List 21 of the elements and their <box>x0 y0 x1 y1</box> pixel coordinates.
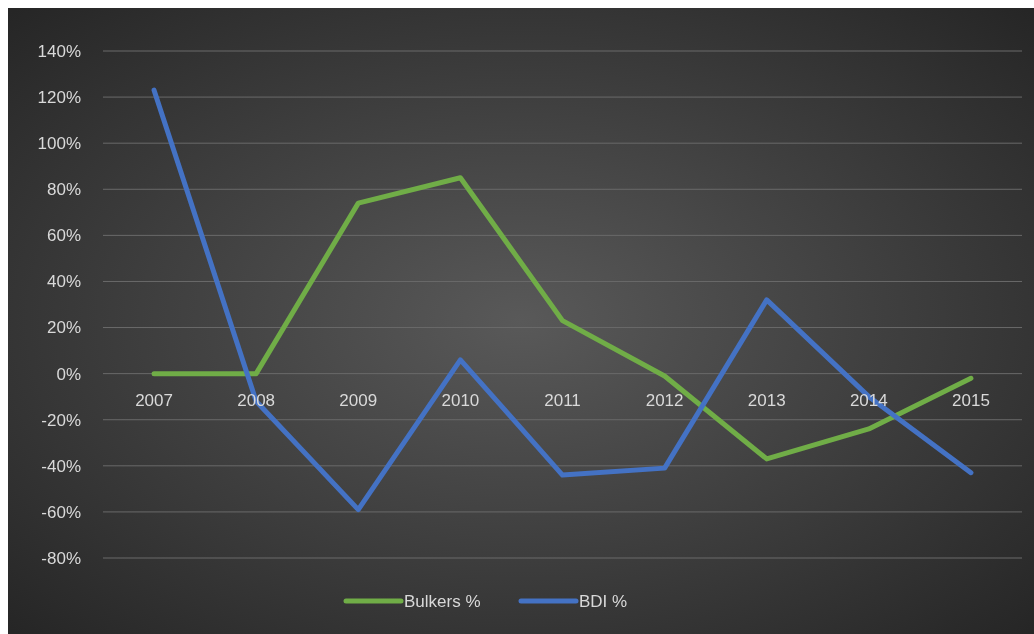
y-tick-label: -20% <box>41 410 81 430</box>
y-tick-label: -80% <box>41 548 81 568</box>
y-tick-label: 0% <box>56 364 81 384</box>
y-tick-label: 80% <box>46 180 81 200</box>
y-tick-label: 60% <box>46 226 81 246</box>
x-tick-label: 2012 <box>645 390 684 410</box>
x-tick-label: 2011 <box>544 390 581 410</box>
legend-label: BDI % <box>579 591 628 611</box>
y-tick-label: -60% <box>41 502 81 522</box>
x-tick-label: 2009 <box>339 390 378 410</box>
y-tick-label: -40% <box>41 456 81 476</box>
y-tick-label: 20% <box>46 318 81 338</box>
y-tick-label: 120% <box>37 88 81 108</box>
y-tick-label: 100% <box>37 134 81 154</box>
y-tick-label: 140% <box>37 41 81 61</box>
y-tick-label: 40% <box>46 272 81 292</box>
x-tick-label: 2010 <box>441 390 480 410</box>
x-tick-label: 2007 <box>135 390 173 410</box>
x-tick-label: 2013 <box>747 390 786 410</box>
x-tick-label: 2015 <box>952 390 990 410</box>
legend-label: Bulkers % <box>404 591 481 611</box>
